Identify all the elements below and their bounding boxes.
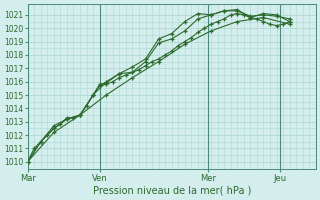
X-axis label: Pression niveau de la mer( hPa ): Pression niveau de la mer( hPa ) — [92, 186, 251, 196]
